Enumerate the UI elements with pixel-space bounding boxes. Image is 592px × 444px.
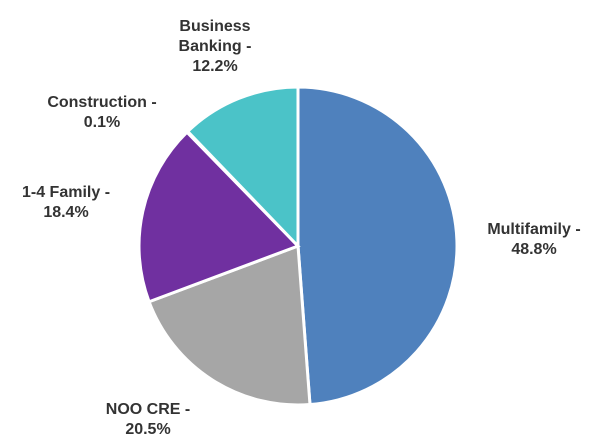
pie-slice	[296, 85, 459, 407]
category-label: Business Banking -	[178, 18, 252, 55]
value-label: 20.5%	[125, 421, 171, 438]
value-label: 0.1%	[83, 114, 121, 131]
pie-slice	[185, 85, 300, 250]
category-label: Multifamily -	[487, 221, 581, 238]
slice-label: NOO CRE - 20.5%	[93, 400, 203, 440]
category-label: Construction -	[47, 94, 157, 111]
slice-label: 1-4 Family - 18.4%	[6, 183, 126, 223]
slice-label: Business Banking - 12.2%	[160, 17, 270, 77]
slice-label: Multifamily - 48.8%	[469, 220, 592, 260]
pie-slice	[147, 243, 312, 407]
category-label: NOO CRE -	[105, 401, 191, 418]
slice-label: Construction - 0.1%	[27, 93, 177, 133]
category-label: 1-4 Family -	[21, 184, 111, 201]
value-label: 12.2%	[192, 58, 238, 75]
pie-slice	[137, 130, 301, 304]
value-label: 18.4%	[43, 204, 89, 221]
value-label: 48.8%	[511, 241, 557, 258]
